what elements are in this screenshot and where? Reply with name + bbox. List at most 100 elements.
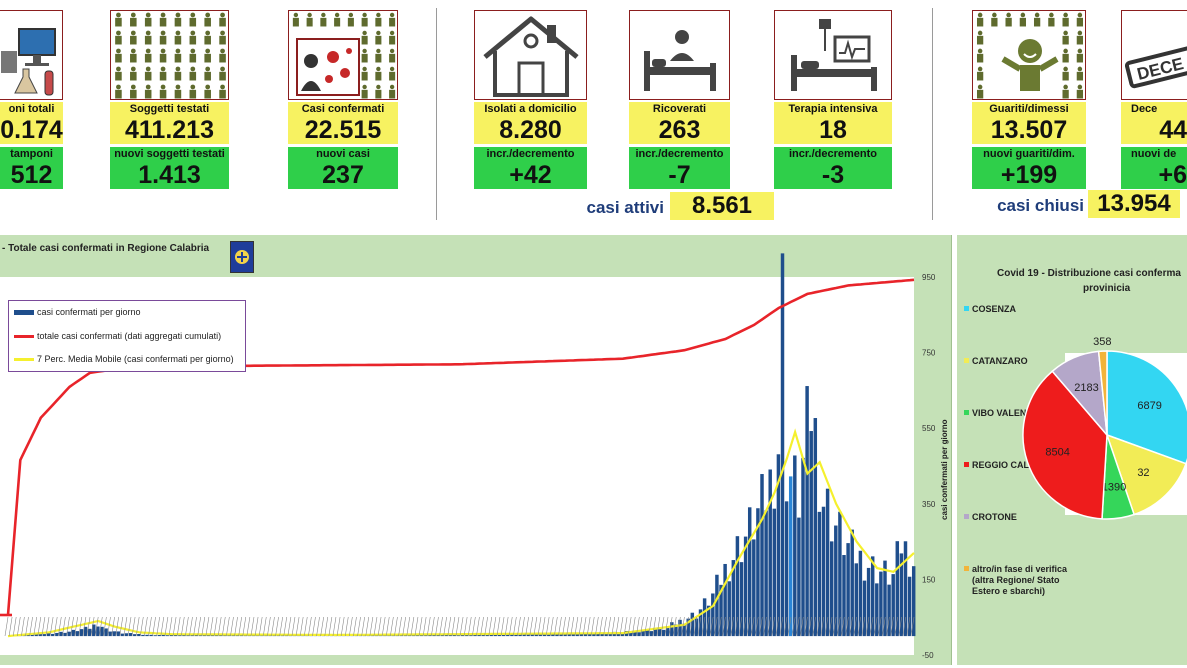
daily-cases-bar: [674, 624, 678, 637]
daily-cases-bar: [907, 576, 912, 637]
x-tick-mark: [656, 616, 661, 637]
x-tick-mark: [537, 616, 542, 637]
x-tick-mark: [62, 616, 66, 637]
card-label: Dece: [1121, 102, 1187, 116]
smiling-person-icon: [1001, 39, 1059, 91]
x-tick-mark: [660, 616, 665, 637]
x-tick-mark: [242, 616, 247, 637]
x-tick-mark: [111, 616, 115, 637]
daily-cases-bar: [747, 507, 752, 637]
x-tick-mark: [750, 616, 755, 637]
x-tick-mark: [640, 616, 644, 637]
x-tick-mark: [779, 616, 784, 637]
daily-cases-bar: [444, 634, 449, 637]
daily-cases-bar: [653, 629, 658, 637]
x-tick-mark: [246, 616, 251, 637]
daily-cases-bar: [534, 633, 539, 637]
x-tick-mark: [861, 616, 866, 637]
x-tick-mark: [185, 616, 189, 637]
x-tick-mark: [258, 616, 263, 637]
x-tick-mark: [841, 616, 845, 637]
x-tick-mark: [144, 616, 148, 637]
x-tick-mark: [845, 616, 849, 637]
x-tick-mark: [90, 616, 95, 637]
pie-legend-entry: altro/in fase di verifica (altra Regione…: [972, 564, 1068, 596]
section-divider: [932, 8, 933, 220]
daily-cases-bar: [67, 631, 71, 637]
x-tick-mark: [877, 616, 882, 637]
daily-cases-bar: [875, 583, 879, 637]
x-tick-mark: [480, 616, 484, 637]
x-tick-mark: [299, 616, 304, 637]
x-tick-mark: [324, 616, 329, 637]
daily-cases-bar: [161, 634, 166, 637]
pie-legend-entry: CATANZARO: [972, 356, 1028, 366]
daily-cases-bar: [124, 633, 129, 637]
daily-cases-bar: [461, 635, 465, 637]
x-tick-mark: [74, 616, 78, 637]
daily-cases-bar: [768, 469, 772, 637]
daily-cases-bar: [842, 555, 846, 637]
x-tick-mark: [21, 616, 25, 637]
y2-tick-label: 950: [922, 273, 936, 282]
x-tick-mark: [57, 616, 62, 637]
icu-bed-icon: [774, 10, 892, 100]
x-tick-mark: [508, 616, 513, 637]
daily-cases-bar: [784, 501, 789, 637]
person-figure-icon: [1005, 12, 1012, 27]
x-tick-mark: [668, 616, 673, 637]
person-figure-icon: [115, 84, 122, 99]
daily-cases-bar: [678, 619, 682, 637]
x-tick-mark: [230, 616, 234, 637]
daily-cases-bar: [526, 634, 531, 637]
x-tick-mark: [521, 616, 525, 637]
x-tick-mark: [820, 616, 825, 637]
x-tick-mark: [742, 616, 747, 637]
x-tick-mark: [197, 616, 201, 637]
person-figure-icon: [375, 30, 382, 45]
x-tick-mark: [763, 616, 767, 637]
x-tick-mark: [221, 616, 226, 637]
person-figure-icon: [1076, 84, 1084, 99]
x-tick-mark: [693, 616, 698, 637]
x-tick-mark: [234, 616, 238, 637]
person-figure-icon: [375, 66, 382, 81]
daily-cases-bar: [210, 635, 215, 637]
daily-cases-bar: [63, 632, 67, 637]
x-tick-mark: [385, 616, 390, 637]
person-figure-icon: [1076, 12, 1084, 27]
hospital-bed-icon: [629, 10, 730, 100]
daily-cases-bar: [739, 562, 744, 637]
x-tick-mark: [578, 616, 583, 637]
daily-cases-bar: [911, 566, 916, 637]
x-tick-mark: [754, 616, 759, 637]
x-tick-mark: [804, 616, 808, 637]
x-tick-mark: [164, 616, 169, 637]
daily-cases-bar: [493, 634, 498, 637]
card-label: Guariti/dimessi: [972, 102, 1086, 116]
x-tick-mark: [492, 616, 497, 637]
x-tick-mark: [8, 616, 13, 637]
x-tick-mark: [279, 616, 283, 637]
pie-slice-label: 32: [1137, 467, 1149, 479]
x-tick-mark: [545, 616, 550, 637]
card-sub-value: 1.413: [110, 161, 229, 189]
x-tick-mark: [168, 616, 173, 637]
card-label: Casi confermati: [288, 102, 398, 116]
x-tick-mark: [472, 616, 476, 637]
x-tick-mark: [353, 616, 357, 637]
daily-cases-bar: [133, 634, 137, 637]
daily-cases-bar: [469, 635, 473, 637]
daily-cases-bar: [436, 635, 440, 637]
person-figure-icon: [204, 12, 211, 27]
daily-cases-bar: [780, 253, 785, 637]
x-tick-mark: [390, 616, 394, 637]
daily-cases-bar: [452, 634, 457, 637]
card-label: oni totali: [0, 102, 63, 116]
person-figure-icon: [130, 66, 137, 81]
person-figure-icon: [361, 30, 368, 45]
daily-cases-bar: [481, 634, 485, 637]
x-tick-mark: [611, 616, 616, 637]
card-sub-value: -3: [774, 161, 892, 189]
person-figure-icon: [189, 66, 197, 81]
